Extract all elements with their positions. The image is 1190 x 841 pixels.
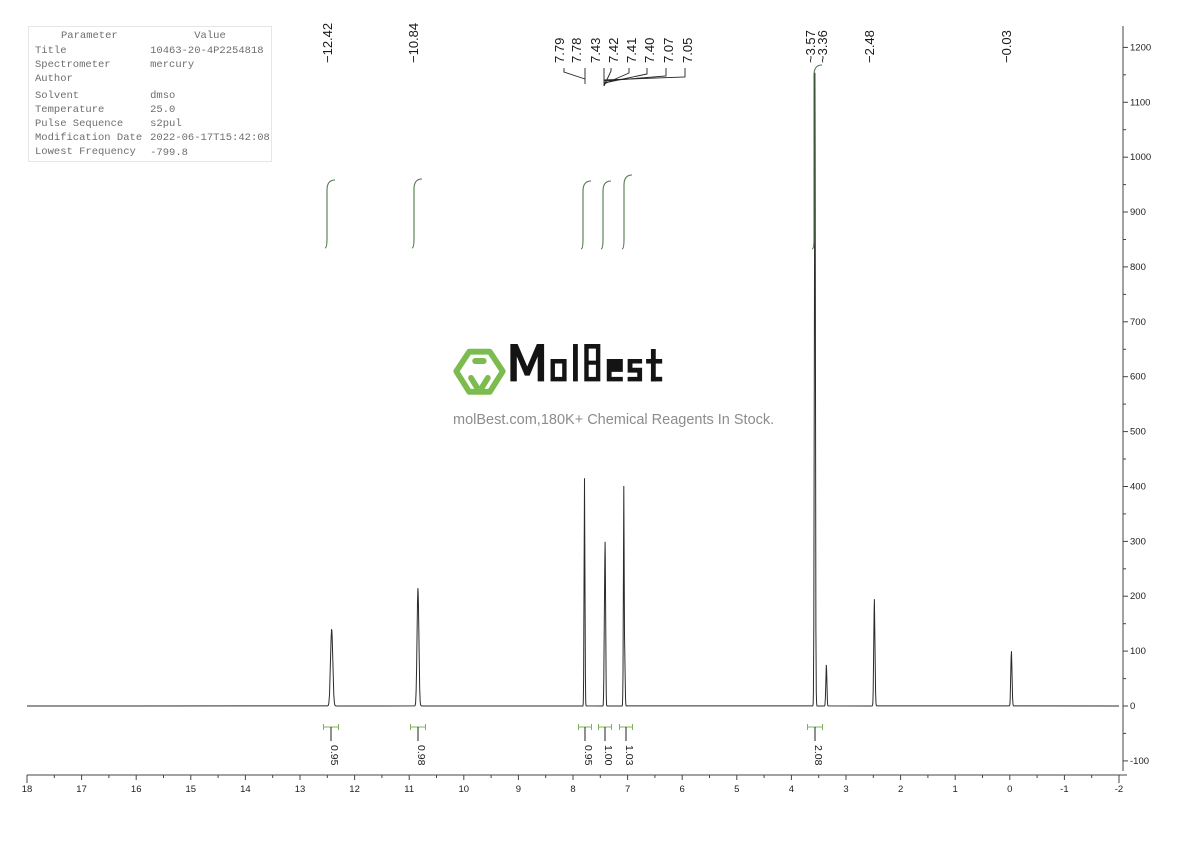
svg-text:3: 3 — [843, 784, 848, 795]
svg-text:7.40: 7.40 — [642, 38, 657, 63]
svg-text:−12.42: −12.42 — [320, 23, 335, 63]
svg-text:1200: 1200 — [1130, 42, 1151, 53]
svg-text:900: 900 — [1130, 207, 1146, 218]
svg-text:13: 13 — [295, 784, 306, 795]
svg-text:0.98: 0.98 — [415, 745, 427, 766]
svg-text:−2.48: −2.48 — [862, 30, 877, 63]
svg-text:18: 18 — [22, 784, 33, 795]
svg-text:7.05: 7.05 — [680, 38, 695, 63]
svg-text:7.07: 7.07 — [661, 38, 676, 63]
svg-text:2.08: 2.08 — [812, 745, 824, 766]
svg-text:0: 0 — [1130, 701, 1135, 712]
svg-text:1100: 1100 — [1130, 97, 1150, 108]
svg-text:500: 500 — [1130, 427, 1146, 438]
svg-text:10: 10 — [459, 784, 470, 795]
svg-text:8: 8 — [570, 784, 575, 795]
svg-text:1: 1 — [953, 784, 958, 795]
svg-text:1000: 1000 — [1130, 152, 1151, 163]
svg-text:14: 14 — [240, 784, 251, 795]
svg-text:6: 6 — [680, 784, 685, 795]
svg-text:1.03: 1.03 — [623, 745, 635, 766]
svg-text:-100: -100 — [1130, 756, 1149, 767]
svg-text:~3.36: ~3.36 — [815, 30, 830, 63]
svg-text:12: 12 — [349, 784, 360, 795]
svg-text:7.42: 7.42 — [606, 38, 621, 63]
svg-text:-1: -1 — [1060, 784, 1068, 795]
svg-text:400: 400 — [1130, 482, 1146, 493]
svg-text:5: 5 — [734, 784, 739, 795]
svg-text:7.79: 7.79 — [552, 38, 567, 63]
svg-text:16: 16 — [131, 784, 142, 795]
svg-text:7.78: 7.78 — [569, 38, 584, 63]
svg-text:15: 15 — [186, 784, 197, 795]
svg-text:−0.03: −0.03 — [999, 30, 1014, 63]
svg-text:800: 800 — [1130, 262, 1146, 273]
svg-text:7.41: 7.41 — [624, 38, 639, 63]
svg-text:200: 200 — [1130, 591, 1146, 602]
svg-text:−10.84: −10.84 — [406, 23, 421, 63]
svg-text:600: 600 — [1130, 372, 1146, 383]
svg-text:100: 100 — [1130, 646, 1146, 657]
svg-text:0.95: 0.95 — [582, 745, 594, 766]
svg-text:1.00: 1.00 — [602, 745, 614, 766]
svg-text:7: 7 — [625, 784, 630, 795]
svg-text:4: 4 — [789, 784, 794, 795]
svg-text:11: 11 — [404, 784, 414, 795]
svg-text:7.43: 7.43 — [588, 38, 603, 63]
svg-text:-2: -2 — [1115, 784, 1123, 795]
svg-text:9: 9 — [516, 784, 521, 795]
svg-text:17: 17 — [76, 784, 87, 795]
svg-text:2: 2 — [898, 784, 903, 795]
svg-text:molBest.com,180K+ Chemical Rea: molBest.com,180K+ Chemical Reagents In S… — [453, 412, 774, 428]
svg-text:700: 700 — [1130, 317, 1146, 328]
svg-text:300: 300 — [1130, 536, 1146, 547]
svg-text:0.95: 0.95 — [328, 745, 340, 766]
svg-text:0: 0 — [1007, 784, 1012, 795]
